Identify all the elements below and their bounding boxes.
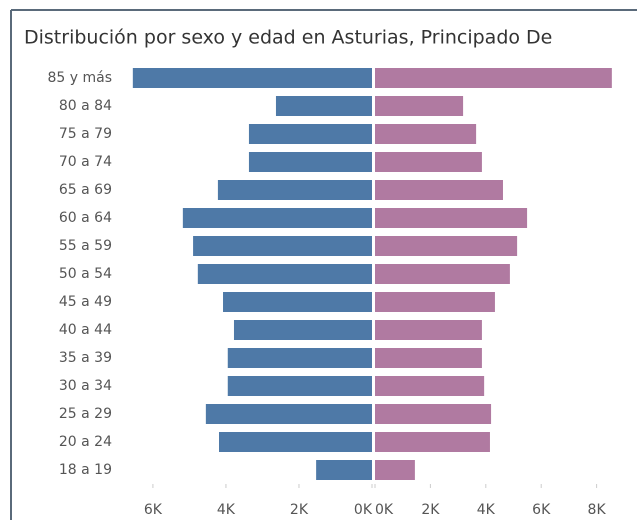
y-tick-label: 40 a 44 <box>59 322 112 338</box>
bar <box>375 96 464 116</box>
bar <box>193 236 372 256</box>
y-tick-label: 70 a 74 <box>59 154 112 170</box>
bar <box>132 68 372 88</box>
bar <box>375 460 415 480</box>
y-tick-label: 80 a 84 <box>59 98 112 114</box>
bar <box>275 96 372 116</box>
x-tick-label: 0K <box>375 502 394 518</box>
bar <box>375 432 490 452</box>
bar <box>233 320 372 340</box>
x-tick-label: 6K <box>144 502 163 518</box>
y-tick-label: 50 a 54 <box>59 266 112 282</box>
y-tick-label: 30 a 34 <box>59 378 112 394</box>
y-tick-label: 35 a 39 <box>59 350 112 366</box>
bar <box>375 236 518 256</box>
bar <box>375 68 612 88</box>
x-tick-label: 2K <box>290 502 309 518</box>
x-tick-label: 6K <box>532 502 551 518</box>
bar <box>197 264 372 284</box>
bar <box>223 292 372 312</box>
y-tick-label: 20 a 24 <box>59 434 112 450</box>
bar <box>375 348 482 368</box>
x-tick-label: 0K <box>354 502 373 518</box>
y-tick-label: 45 a 49 <box>59 294 112 310</box>
x-tick-label: 2K <box>421 502 440 518</box>
bar <box>375 152 482 172</box>
bar <box>375 376 485 396</box>
bar <box>219 432 372 452</box>
y-tick-label: 65 a 69 <box>59 182 112 198</box>
bar <box>375 264 510 284</box>
bar <box>248 152 372 172</box>
y-tick-label: 55 a 59 <box>59 238 112 254</box>
x-tick-label: 8K <box>588 502 607 518</box>
bar <box>375 124 477 144</box>
x-tick-label: 4K <box>217 502 236 518</box>
bar <box>375 320 482 340</box>
bar <box>227 376 372 396</box>
bar <box>248 124 372 144</box>
bar <box>182 208 372 228</box>
bar <box>217 180 372 200</box>
y-tick-label: 60 a 64 <box>59 210 112 226</box>
bar <box>227 348 372 368</box>
bar <box>375 292 495 312</box>
y-tick-label: 85 y más <box>47 70 112 86</box>
y-tick-label: 18 a 19 <box>59 462 112 478</box>
bar <box>316 460 372 480</box>
bar <box>375 404 492 424</box>
x-tick-label: 4K <box>477 502 496 518</box>
bar <box>205 404 372 424</box>
bar <box>375 208 528 228</box>
y-tick-label: 75 a 79 <box>59 126 112 142</box>
chart-title: Distribución por sexo y edad en Asturias… <box>24 27 552 49</box>
bar <box>375 180 503 200</box>
y-tick-label: 25 a 29 <box>59 406 112 422</box>
